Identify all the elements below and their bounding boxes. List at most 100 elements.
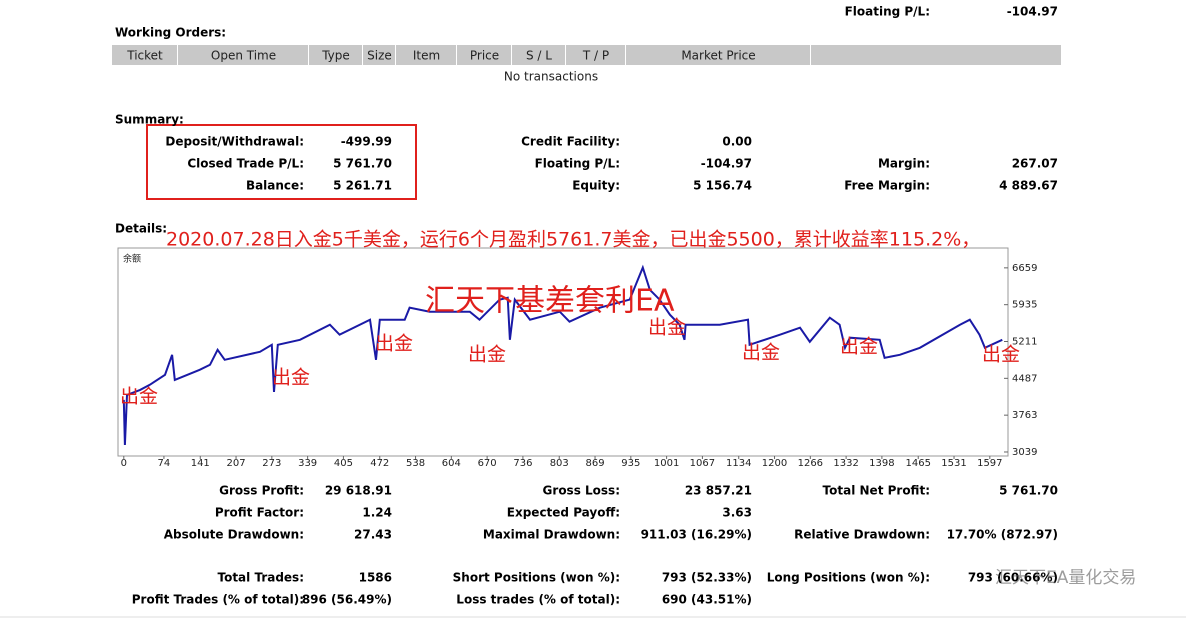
summary-label: Closed Trade P/L: bbox=[187, 157, 304, 171]
summary-value: 267.07 bbox=[1012, 157, 1058, 171]
summary-value: 4 889.67 bbox=[999, 179, 1058, 193]
y-tick-label: 3039 bbox=[1012, 447, 1037, 458]
x-tick-label: 141 bbox=[191, 458, 210, 469]
x-tick-label: 670 bbox=[478, 458, 497, 469]
ea-name: 汇天下基差套利EA bbox=[425, 284, 675, 319]
x-tick-label: 1398 bbox=[869, 458, 894, 469]
stat-label: Loss trades (% of total): bbox=[456, 593, 620, 607]
stat-label: Expected Payoff: bbox=[507, 506, 620, 520]
header-cell bbox=[566, 45, 625, 65]
column-header: Ticket bbox=[126, 49, 163, 63]
x-tick-label: 803 bbox=[550, 458, 569, 469]
stat-value: 17.70% (872.97) bbox=[947, 528, 1058, 542]
section-title: Details: bbox=[115, 222, 167, 236]
header-cell bbox=[512, 45, 565, 65]
annotation: 出金 bbox=[375, 333, 413, 355]
balance-line bbox=[122, 264, 1003, 446]
x-tick-label: 869 bbox=[585, 458, 604, 469]
summary-label: Deposit/Withdrawal: bbox=[165, 135, 304, 149]
x-tick-label: 1200 bbox=[762, 458, 787, 469]
summary-value: 5 261.71 bbox=[333, 179, 392, 193]
x-tick-label: 405 bbox=[334, 458, 353, 469]
summary-value: 0.00 bbox=[722, 135, 752, 149]
summary-value: 5 156.74 bbox=[693, 179, 752, 193]
annotation: 出金 bbox=[468, 344, 506, 366]
header-cell bbox=[457, 45, 511, 65]
section-title: Summary: bbox=[115, 113, 184, 127]
stat-label: Relative Drawdown: bbox=[794, 528, 930, 542]
floating-label: Floating P/L: bbox=[845, 5, 930, 19]
y-tick-label: 4487 bbox=[1012, 373, 1037, 384]
x-tick-label: 1597 bbox=[977, 458, 1002, 469]
stat-label: Short Positions (won %): bbox=[453, 571, 620, 585]
y-tick-label: 5211 bbox=[1012, 337, 1037, 348]
empty-note: No transactions bbox=[504, 70, 598, 84]
column-header: T / P bbox=[582, 49, 609, 63]
annotation: 出金 bbox=[840, 336, 878, 358]
annotation: 出金 bbox=[272, 367, 310, 389]
stat-value: 896 (56.49%) bbox=[302, 593, 392, 607]
x-tick-label: 339 bbox=[298, 458, 317, 469]
caption: 2020.07.28日入金5千美金，运行6个月盈利5761.7美金，已出金550… bbox=[166, 229, 980, 251]
summary-label: Balance: bbox=[246, 179, 304, 193]
stat-label: Gross Loss: bbox=[543, 484, 620, 498]
column-header: Size bbox=[367, 49, 392, 63]
header-cell bbox=[178, 45, 308, 65]
stat-value: 690 (43.51%) bbox=[662, 593, 752, 607]
x-tick-label: 604 bbox=[442, 458, 461, 469]
watermark: 汇天下EA量化交易 bbox=[995, 568, 1136, 588]
header-cell bbox=[626, 45, 810, 65]
x-tick-label: 472 bbox=[370, 458, 389, 469]
summary-label: Equity: bbox=[572, 179, 620, 193]
y-tick-label: 3763 bbox=[1012, 410, 1037, 421]
column-header: Market Price bbox=[681, 49, 755, 63]
x-tick-label: 273 bbox=[262, 458, 281, 469]
highlight-box bbox=[146, 124, 417, 200]
annotation: 出金 bbox=[982, 344, 1020, 366]
section-title: Working Orders: bbox=[115, 26, 226, 40]
x-tick-label: 0 bbox=[121, 458, 127, 469]
stat-value: 3.63 bbox=[722, 506, 752, 520]
summary-value: 5 761.70 bbox=[333, 157, 392, 171]
x-tick-label: 935 bbox=[621, 458, 640, 469]
header-cell bbox=[309, 45, 362, 65]
column-header: Item bbox=[413, 49, 440, 63]
stat-value: 793 (60.66%) bbox=[968, 571, 1058, 585]
stat-value: 29 618.91 bbox=[325, 484, 392, 498]
stat-value: 27.43 bbox=[354, 528, 392, 542]
stat-label: Total Net Profit: bbox=[823, 484, 930, 498]
series-label: 余额 bbox=[123, 253, 141, 265]
x-tick-label: 1465 bbox=[906, 458, 931, 469]
summary-label: Credit Facility: bbox=[521, 135, 620, 149]
summary-label: Free Margin: bbox=[844, 179, 930, 193]
stat-label: Maximal Drawdown: bbox=[483, 528, 620, 542]
summary-label: Floating P/L: bbox=[535, 157, 620, 171]
annotation: 出金 bbox=[742, 342, 780, 364]
stat-label: Profit Factor: bbox=[215, 506, 304, 520]
x-tick-label: 736 bbox=[513, 458, 532, 469]
stat-label: Long Positions (won %): bbox=[767, 571, 930, 585]
column-header: Type bbox=[321, 49, 350, 63]
annotation: 出金 bbox=[648, 317, 686, 339]
header-cell bbox=[396, 45, 456, 65]
header-cell bbox=[112, 45, 177, 65]
x-tick-label: 207 bbox=[227, 458, 246, 469]
y-tick-label: 6659 bbox=[1012, 263, 1037, 274]
stat-value: 911.03 (16.29%) bbox=[641, 528, 752, 542]
x-tick-label: 1266 bbox=[798, 458, 823, 469]
header-cell bbox=[811, 45, 1061, 65]
x-tick-label: 1001 bbox=[654, 458, 679, 469]
column-header: S / L bbox=[526, 49, 552, 63]
stat-label: Total Trades: bbox=[217, 571, 304, 585]
x-tick-label: 74 bbox=[158, 458, 171, 469]
stat-label: Gross Profit: bbox=[219, 484, 304, 498]
annotation: 出金 bbox=[120, 386, 158, 408]
stat-value: 1586 bbox=[359, 571, 392, 585]
summary-label: Margin: bbox=[878, 157, 930, 171]
summary-value: -104.97 bbox=[701, 157, 752, 171]
x-tick-label: 1067 bbox=[690, 458, 715, 469]
stat-value: 23 857.21 bbox=[685, 484, 752, 498]
stat-value: 793 (52.33%) bbox=[662, 571, 752, 585]
summary-value: -499.99 bbox=[341, 135, 392, 149]
